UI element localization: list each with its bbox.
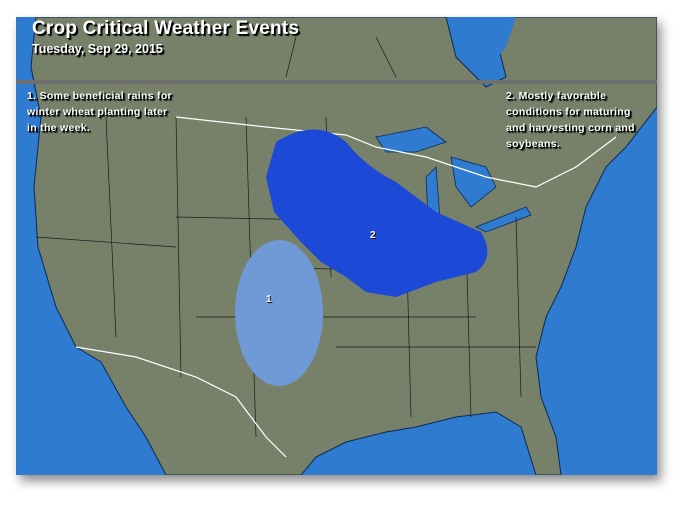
area-2-label: 2 (370, 230, 376, 241)
map-title: Crop Critical Weather Events (32, 18, 300, 39)
area-1-ellipse (235, 240, 323, 386)
mexico-us-border (75, 346, 287, 458)
weather-map (16, 16, 658, 476)
map-date: Tuesday, Sep 29, 2015 (32, 42, 163, 56)
area-2-polygon (266, 129, 488, 297)
map-canvas (16, 16, 658, 476)
header-divider (16, 80, 657, 84)
note-2: 2. Mostly favorable conditions for matur… (506, 90, 635, 150)
note-1: 1. Some beneficial rains for winter whea… (27, 90, 172, 134)
area-1-label: 1 (266, 294, 272, 305)
hudson-bay (456, 17, 516, 72)
